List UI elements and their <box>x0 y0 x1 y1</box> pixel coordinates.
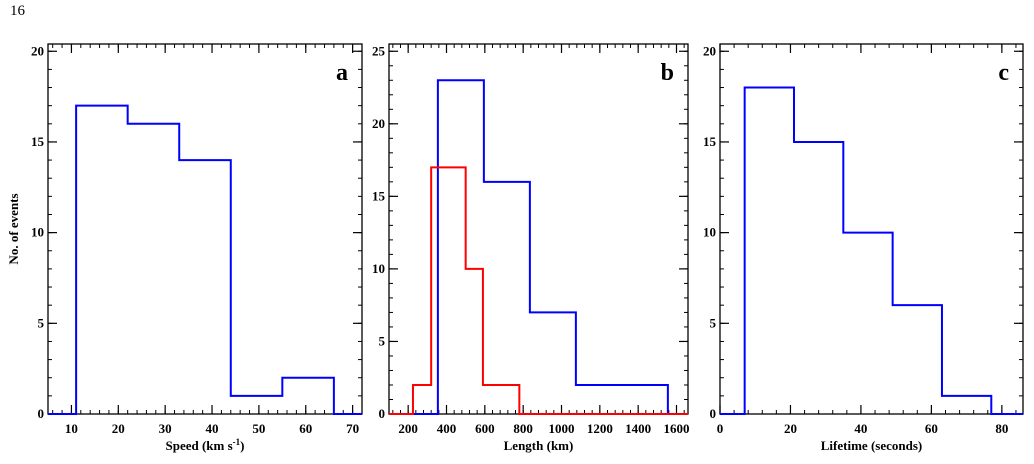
histogram-bin <box>576 385 668 414</box>
y-axis-title: No. of events <box>6 193 21 264</box>
x-tick-label: 20 <box>784 421 797 436</box>
histogram-bin <box>942 396 991 414</box>
panel-label: c <box>998 60 1009 86</box>
y-tick-label: 5 <box>710 315 717 330</box>
x-axis-title: Length (km) <box>504 438 574 453</box>
x-tick-label: 1400 <box>625 421 651 436</box>
y-tick-label: 25 <box>372 43 386 58</box>
histogram-series-2 <box>389 166 688 415</box>
x-tick-label: 40 <box>206 421 219 436</box>
histogram-bin <box>530 312 576 414</box>
y-tick-label: 10 <box>372 261 385 276</box>
x-tick-label: 30 <box>159 421 172 436</box>
x-tick-label: 1200 <box>587 421 613 436</box>
x-tick-label: 50 <box>252 421 265 436</box>
y-tick-label: 10 <box>31 225 44 240</box>
y-tick-label: 15 <box>703 134 717 149</box>
y-tick-label: 10 <box>703 225 716 240</box>
x-tick-label: 600 <box>475 421 495 436</box>
x-tick-label: 40 <box>854 421 867 436</box>
histogram-bin <box>431 167 466 414</box>
histogram-bin <box>466 269 483 414</box>
plot-frame <box>719 43 1024 415</box>
histogram-series-1 <box>720 86 1023 415</box>
histogram-bin <box>413 385 431 414</box>
x-tick-label: 1600 <box>664 421 690 436</box>
histogram-bin <box>483 385 519 414</box>
histogram-series-1 <box>48 104 362 415</box>
histogram-bin <box>76 106 128 414</box>
histogram-bin <box>231 396 283 414</box>
histogram-series-1 <box>389 79 688 415</box>
x-axis-title: Speed (km s-1) <box>165 437 244 453</box>
panel-c: 0 20 40 60 80 0 5 10 15 20 c Lifetime (seconds) <box>703 43 1024 453</box>
histogram-bin <box>438 80 484 414</box>
panel-label: b <box>661 60 674 86</box>
histogram-bin <box>484 182 530 414</box>
y-tick-label: 20 <box>372 116 385 131</box>
x-tick-label: 60 <box>299 421 312 436</box>
x-tick-label: 60 <box>925 421 938 436</box>
y-tick-label: 5 <box>38 315 45 330</box>
histogram-bin <box>893 305 942 414</box>
y-tick-label: 0 <box>379 406 386 421</box>
plot-frame <box>388 43 689 415</box>
x-tick-label: 1000 <box>549 421 575 436</box>
y-tick-label: 20 <box>703 43 716 58</box>
x-tick-label: 400 <box>437 421 457 436</box>
x-tick-label: 70 <box>346 421 359 436</box>
histogram-bin <box>745 88 794 414</box>
panel-label: a <box>336 60 348 86</box>
panel-a: 10 20 30 40 50 60 70 0 5 10 15 20 a Speed (km s-1) No.… <box>6 43 363 453</box>
x-tick-label: 200 <box>398 421 418 436</box>
y-tick-label: 15 <box>372 188 386 203</box>
histogram-bin <box>282 378 334 414</box>
y-tick-label: 0 <box>710 406 717 421</box>
y-tick-label: 0 <box>38 406 45 421</box>
histogram-bin <box>794 142 843 414</box>
panel-b: 200 400 600 800 1000 1200 1400 1600 0 5 10 15 20 25 b L… <box>372 43 690 453</box>
y-tick-label: 5 <box>379 333 386 348</box>
x-tick-label: 800 <box>513 421 533 436</box>
histogram-bin <box>128 124 180 414</box>
x-tick-label: 80 <box>995 421 1008 436</box>
y-tick-label: 20 <box>31 43 44 58</box>
plot-frame <box>47 43 363 415</box>
histogram-bin <box>179 160 231 414</box>
page-number: 16 <box>10 3 25 19</box>
y-tick-label: 15 <box>31 134 45 149</box>
x-tick-label: 0 <box>717 421 724 436</box>
x-tick-label: 10 <box>65 421 78 436</box>
x-axis-title: Lifetime (seconds) <box>821 438 922 453</box>
histogram-bin <box>843 233 892 414</box>
x-tick-label: 20 <box>112 421 125 436</box>
